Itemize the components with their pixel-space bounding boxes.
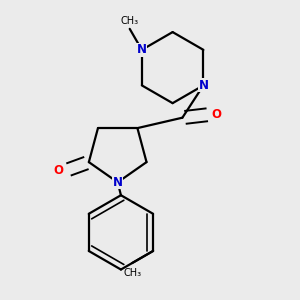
- Text: O: O: [211, 108, 221, 121]
- Text: N: N: [137, 43, 147, 56]
- Text: O: O: [53, 164, 63, 177]
- Text: N: N: [113, 176, 123, 189]
- Text: N: N: [198, 79, 208, 92]
- Text: CH₃: CH₃: [123, 268, 141, 278]
- Text: CH₃: CH₃: [121, 16, 139, 26]
